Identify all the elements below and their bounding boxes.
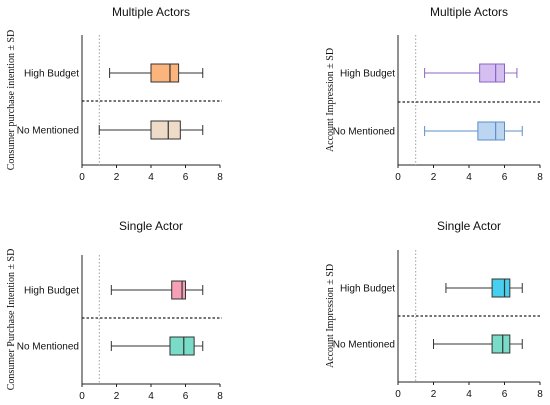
iqr-box: [150, 63, 180, 83]
x-tick-label: 0: [395, 172, 401, 183]
iqr-box: [169, 336, 195, 356]
box-high-budget: [110, 280, 204, 300]
category-label: High Budget: [340, 284, 395, 295]
x-tick-label: 2: [431, 172, 437, 183]
iqr-box: [479, 63, 505, 83]
box-high-budget: [109, 63, 204, 83]
x-tick-label: 6: [502, 172, 508, 183]
x-tick-label: 2: [431, 389, 437, 400]
box-no-mentioned: [98, 120, 204, 140]
category-label: High Budget: [24, 69, 79, 80]
panel-title: Single Actor: [119, 219, 183, 233]
x-tick-label: 0: [79, 391, 85, 402]
iqr-box: [477, 121, 505, 141]
category-label: No Mentioned: [17, 126, 79, 137]
box-high-budget: [424, 63, 518, 83]
panel-1: Multiple Actors Consumer purchase intenti…: [6, 5, 223, 183]
x-tick-label: 0: [395, 389, 401, 400]
x-tick-label: 4: [466, 389, 472, 400]
x-tick-label: 6: [183, 172, 189, 183]
category-label: High Budget: [24, 286, 79, 297]
x-tick-label: 8: [537, 172, 543, 183]
panel-4: Single Actor Account Impression ± SD 0 2 4 6 8…: [325, 219, 543, 400]
box-high-budget: [445, 278, 523, 298]
panel-title: Multiple Actors: [430, 5, 508, 19]
y-axis-label: Account Impression ± SD: [325, 264, 336, 368]
category-label: No Mentioned: [333, 340, 395, 351]
category-label: No Mentioned: [333, 127, 395, 138]
x-tick-label: 8: [217, 172, 223, 183]
x-tick-label: 4: [148, 172, 154, 183]
category-label: High Budget: [340, 69, 395, 80]
iqr-box: [491, 334, 511, 354]
y-axis-label: Account Impression ± SD: [325, 48, 336, 152]
x-tick-label: 4: [466, 172, 472, 183]
panel-2: Multiple Actors Account Impression ± SD 0 2…: [325, 5, 543, 183]
x-tick-label: 8: [217, 391, 223, 402]
x-tick-label: 0: [79, 172, 85, 183]
y-axis-label: Consumer Purchase Intention ± SD: [6, 249, 17, 391]
x-tick-label: 2: [114, 391, 120, 402]
panel-title: Single Actor: [437, 219, 501, 233]
panel-3: Single Actor Consumer Purchase Intention …: [6, 219, 223, 402]
panel-title: Multiple Actors: [112, 5, 190, 19]
box-no-mentioned: [424, 121, 523, 141]
iqr-box: [491, 278, 511, 298]
iqr-box: [171, 280, 186, 300]
category-label: No Mentioned: [17, 342, 79, 353]
box-no-mentioned: [110, 336, 204, 356]
y-axis-label: Consumer purchase intention ± SD: [6, 30, 17, 170]
box-no-mentioned: [433, 334, 523, 354]
x-tick-label: 2: [114, 172, 120, 183]
iqr-box: [150, 120, 181, 140]
x-tick-label: 4: [148, 391, 154, 402]
x-tick-label: 6: [183, 391, 189, 402]
x-tick-label: 8: [537, 389, 543, 400]
x-tick-label: 6: [502, 389, 508, 400]
